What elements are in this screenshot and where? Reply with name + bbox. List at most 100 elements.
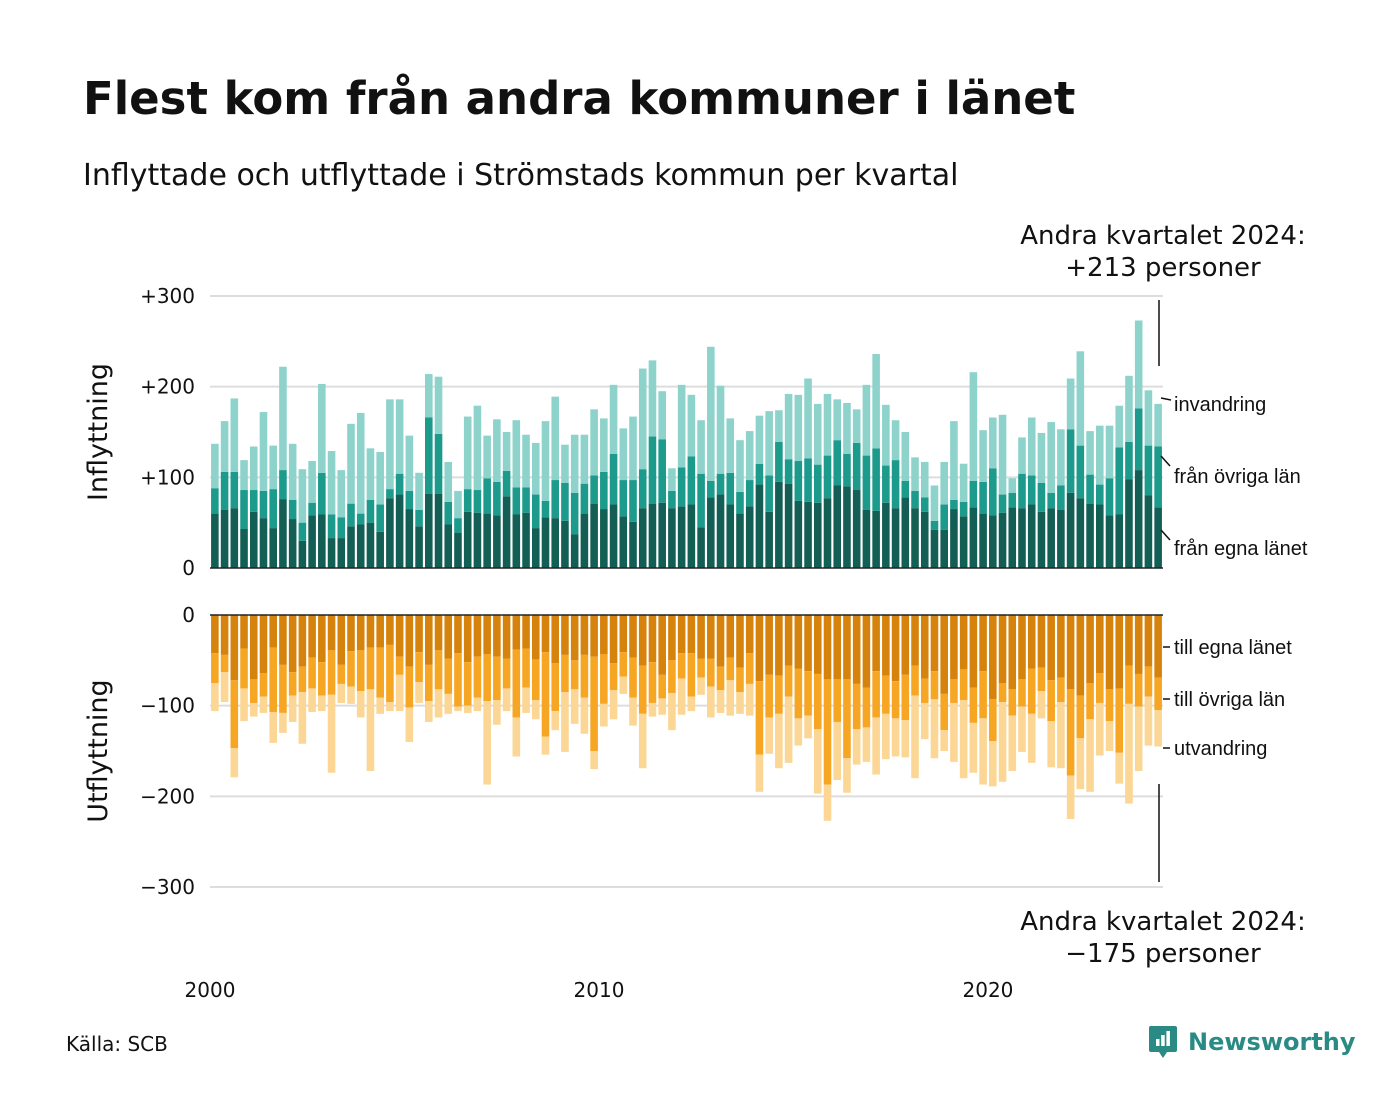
bar-out-till-egna-länet [318,615,326,663]
bar-in-från-övriga-län [677,467,686,507]
bar-in-från-övriga-län [531,494,540,529]
bar-in-från-egna-länet [415,526,423,568]
bar-out-utvandring [444,693,453,714]
bar-in-från-övriga-län [658,439,666,503]
bar-in-från-övriga-län [979,481,987,514]
bar-in-invandring [288,443,297,500]
bar-in-från-egna-länet [220,509,229,568]
bar-in-från-övriga-län [454,518,462,533]
bar-out-till-egna-länet [444,615,453,659]
bar-in-från-egna-länet [998,512,1007,568]
bar-in-invandring [755,415,764,464]
bar-in-invandring [590,409,598,476]
bar-out-till-egna-länet [570,615,579,661]
bar-in-från-övriga-län [211,488,219,514]
bar-out-utvandring [920,702,929,740]
bar-in-från-egna-länet [1076,498,1085,568]
bar-in-från-egna-länet [716,494,725,568]
bar-in-invandring [512,420,521,488]
bar-in-invandring [220,421,229,472]
bar-out-till-egna-länet [872,615,880,672]
bar-out-utvandring [502,688,511,712]
bar-in-från-övriga-län [337,517,346,539]
bar-out-till-egna-länet [687,615,696,654]
bar-in-invandring [386,399,394,490]
bar-out-till-övriga-län [1018,679,1026,707]
bar-in-invandring [823,393,832,456]
bar-out-till-egna-länet [269,615,278,648]
bar-in-från-egna-länet [211,513,219,568]
bar-in-från-övriga-län [959,501,968,517]
bar-in-från-egna-länet [502,496,511,568]
bar-out-utvandring [463,705,472,713]
bar-out-utvandring [862,727,871,762]
bar-out-till-egna-länet [259,615,268,674]
bar-in-invandring [862,384,871,456]
bar-out-till-egna-länet [794,615,803,669]
bar-out-till-övriga-län [318,662,326,696]
y-tick-label: −100 [140,694,195,718]
y-tick-label: +200 [140,375,195,399]
bar-out-till-egna-länet [959,615,968,670]
bar-out-till-övriga-län [1008,689,1017,716]
bar-out-till-egna-länet [969,615,978,688]
bar-out-till-övriga-län [677,653,686,679]
bar-out-till-övriga-län [979,671,987,719]
bar-in-invandring [249,446,258,491]
bar-in-invandring [570,434,579,493]
bar-in-invandring [1125,375,1133,442]
bar-out-till-egna-länet [463,615,472,663]
bar-in-från-egna-länet [930,529,939,568]
bar-out-till-övriga-län [1066,689,1075,776]
bar-out-utvandring [561,692,569,752]
bar-in-från-övriga-län [1115,447,1124,515]
bar-out-utvandring [230,748,239,778]
bar-in-från-egna-länet [463,511,472,568]
bar-in-från-egna-länet [454,532,462,568]
bar-in-från-övriga-län [395,473,404,495]
bar-in-invandring [318,383,326,473]
bar-in-från-egna-länet [726,504,735,568]
bar-in-från-övriga-län [415,509,423,527]
bar-in-från-egna-länet [386,498,394,568]
bar-out-utvandring [969,722,978,773]
bar-out-till-övriga-län [1134,673,1143,707]
bar-in-från-övriga-län [619,480,628,517]
bar-in-från-egna-länet [1037,511,1046,568]
bar-in-invandring [463,416,472,490]
bar-in-från-egna-länet [882,502,890,568]
bar-in-från-övriga-län [580,483,589,514]
bar-in-invandring [298,469,307,523]
bar-in-från-övriga-län [862,455,871,510]
bar-in-från-övriga-län [1095,484,1104,505]
bar-in-från-egna-länet [1047,508,1055,568]
bar-out-till-övriga-län [687,653,696,697]
bar-out-till-övriga-län [395,656,404,675]
bar-out-utvandring [901,720,910,758]
bar-in-invandring [1037,432,1046,483]
bar-out-utvandring [755,754,764,792]
bar-in-från-egna-länet [318,514,326,568]
bar-in-från-egna-länet [580,513,589,568]
bar-in-från-egna-länet [823,498,832,568]
bar-in-från-övriga-län [882,465,890,503]
bar-out-till-övriga-län [240,648,248,689]
bar-out-utvandring [405,707,414,742]
bar-out-till-övriga-län [269,647,278,713]
bar-out-till-egna-länet [600,615,608,654]
bar-in-från-egna-länet [804,501,812,568]
bar-in-invandring [230,398,239,472]
bar-in-invandring [619,428,628,481]
bar-in-från-övriga-län [755,463,764,485]
bar-out-till-egna-länet [211,615,219,654]
bar-out-till-övriga-län [522,648,530,688]
bar-out-till-egna-länet [395,615,404,657]
bar-in-från-egna-länet [648,503,657,568]
bar-out-till-egna-länet [590,615,598,657]
bar-out-till-övriga-län [775,675,783,714]
bar-out-utvandring [288,695,297,722]
bar-out-till-egna-länet [493,615,501,657]
legend-label: invandring [1174,394,1266,416]
bar-in-invandring [950,421,958,500]
bar-out-till-egna-länet [1018,615,1026,680]
